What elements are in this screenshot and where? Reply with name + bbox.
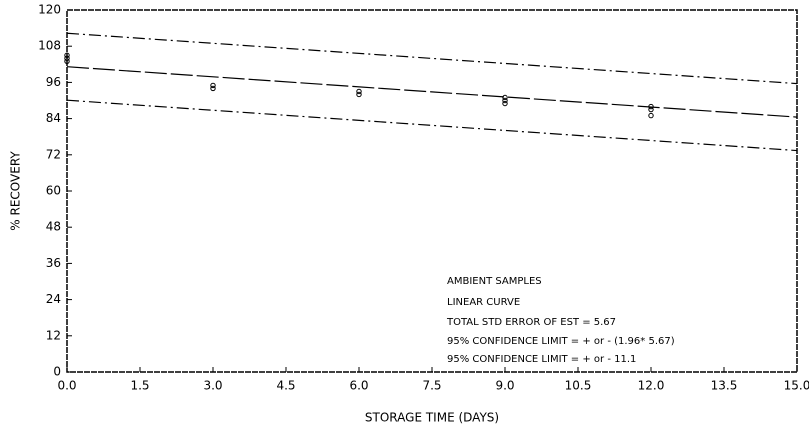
annotation: AMBIENT SAMPLES <box>447 276 542 287</box>
y-tick-label: 36 <box>46 256 61 270</box>
x-tick-label: 9.0 <box>495 379 514 393</box>
x-tick-label: 4.5 <box>276 379 295 393</box>
annotation: 95% CONFIDENCE LIMIT = + or - 11.1 <box>447 354 636 365</box>
x-tick-label: 6.0 <box>349 379 368 393</box>
y-tick-label: 24 <box>46 292 61 306</box>
data-point <box>210 82 216 89</box>
regression-line <box>66 32 798 85</box>
x-tick-label: 0.0 <box>57 379 76 393</box>
data-point <box>356 88 362 95</box>
annotation: LINEAR CURVE <box>447 297 520 308</box>
data-point <box>502 100 508 107</box>
y-tick-label: 120 <box>38 3 61 17</box>
y-tick-label: 0 <box>53 365 61 379</box>
x-tick-label: 1.5 <box>130 379 149 393</box>
y-tick-label: 84 <box>46 111 61 125</box>
annotation: TOTAL STD ERROR OF EST = 5.67 <box>446 317 616 328</box>
x-axis-label: STORAGE TIME (DAYS) <box>365 411 499 425</box>
x-tick-label: 15.0 <box>784 379 809 393</box>
regression-line <box>66 66 798 118</box>
y-tick-label: 96 <box>46 75 61 89</box>
y-tick-label: 60 <box>46 184 61 198</box>
data-point <box>502 97 508 104</box>
y-axis-label: % RECOVERY <box>9 151 23 231</box>
data-point <box>64 55 70 61</box>
data-point <box>648 112 654 119</box>
y-tick-label: 72 <box>46 147 61 161</box>
data-point <box>356 91 362 98</box>
annotation: 95% CONFIDENCE LIMIT = + or - (1.96* 5.6… <box>447 336 675 347</box>
regression-line <box>66 99 798 152</box>
x-tick-label: 13.5 <box>711 379 738 393</box>
data-point <box>210 85 216 92</box>
plot-frame <box>66 9 798 373</box>
x-tick-label: 7.5 <box>422 379 441 393</box>
data-point <box>64 52 70 58</box>
x-tick-label: 3.0 <box>203 379 222 393</box>
data-point <box>502 94 508 101</box>
y-tick-label: 12 <box>46 328 61 342</box>
data-point <box>64 58 70 64</box>
data-point <box>648 106 654 113</box>
y-tick-label: 108 <box>38 39 61 53</box>
y-tick-label: 48 <box>46 220 61 234</box>
x-tick-label: 12.0 <box>638 379 665 393</box>
x-tick-label: 10.5 <box>565 379 592 393</box>
data-point <box>648 103 654 110</box>
